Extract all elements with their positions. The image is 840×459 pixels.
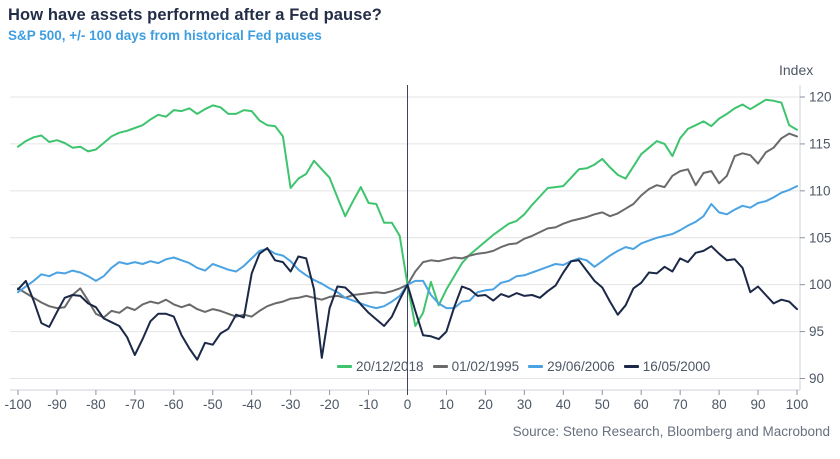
x-tick-label: 20 (478, 397, 493, 412)
legend-swatch (528, 365, 544, 368)
x-tick-label: 90 (751, 397, 766, 412)
legend-label: 16/05/2000 (642, 359, 711, 374)
x-tick-label: 40 (556, 397, 571, 412)
legend-label: 29/06/2006 (547, 359, 615, 374)
legend-swatch (623, 365, 639, 368)
legend-swatch (432, 365, 448, 368)
gridlines-group (10, 96, 800, 379)
x-tick-label: 50 (595, 397, 610, 412)
y-tick-label: 110 (809, 183, 831, 198)
y-tick-label: 95 (809, 324, 824, 339)
y-tick-label: 100 (809, 277, 832, 292)
x-tick-label: 100 (786, 397, 809, 412)
legend-swatch (337, 365, 352, 368)
x-tick-label: -100 (4, 397, 31, 412)
x-tick-label: 0 (404, 397, 412, 412)
legend-label: 20/12/2018 (356, 359, 424, 374)
y-axis-title: Index (779, 62, 813, 78)
x-tick-label: 60 (634, 397, 649, 412)
x-tick-label: -60 (164, 397, 184, 412)
y-tick-label: 105 (809, 230, 832, 245)
x-tick-label: 70 (673, 397, 688, 412)
legend-label: 01/02/1995 (451, 359, 520, 374)
x-tick-label: -30 (281, 397, 301, 412)
x-tick-label: -70 (125, 397, 145, 412)
x-tick-label: 80 (712, 397, 727, 412)
x-tick-label: -10 (359, 397, 379, 412)
legend-item: 20/12/2018 (337, 359, 424, 374)
y-tick-label: 120 (809, 90, 832, 105)
chart-subtitle: S&P 500, +/- 100 days from historical Fe… (8, 28, 322, 43)
y-tick-label: 115 (809, 136, 831, 151)
legend-item: 16/05/2000 (623, 359, 711, 374)
x-axis-group: -100 -90 -80 -70 -60 -50 -40 -30 -20 -10 0 10 20 30 40… (4, 389, 809, 412)
legend: 20/12/2018 01/02/1995 29/06/2006 16/05/2000 (337, 359, 710, 374)
chart-title: How have assets performed after a Fed pa… (8, 6, 382, 24)
legend-item: 29/06/2006 (528, 359, 615, 374)
x-tick-label: -90 (47, 397, 67, 412)
series-group (17, 98, 798, 361)
y-tick-label: 90 (809, 371, 824, 386)
y-axis-group: 90 95 100 105 110 115 120 (799, 85, 832, 390)
x-tick-label: -20 (320, 397, 340, 412)
x-tick-label: -80 (86, 397, 106, 412)
x-tick-label: 10 (439, 397, 454, 412)
legend-item: 01/02/1995 (432, 359, 520, 374)
source-note: Source: Steno Research, Bloomberg and Ma… (512, 424, 830, 439)
x-tick-label: -50 (203, 397, 223, 412)
series-line-16-05-2000 (17, 245, 798, 361)
x-tick-label: 30 (517, 397, 532, 412)
x-tick-label: -40 (242, 397, 262, 412)
